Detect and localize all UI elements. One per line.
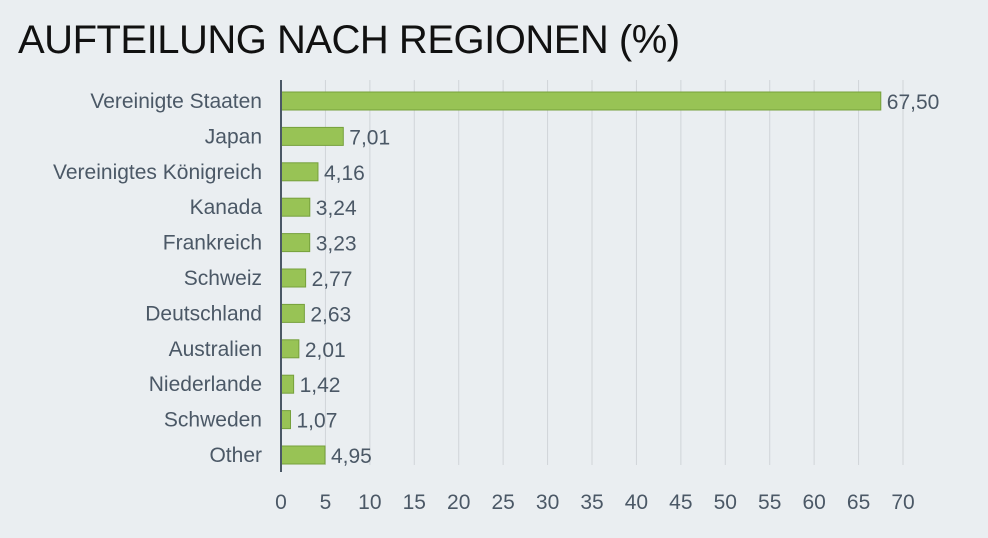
data-label: 2,01 bbox=[305, 339, 346, 362]
bar bbox=[280, 268, 307, 288]
x-tick-label: 50 bbox=[714, 491, 737, 514]
bar bbox=[280, 126, 344, 146]
bar bbox=[280, 410, 292, 430]
category-label: Schweden bbox=[164, 409, 262, 432]
category-label: Vereinigtes Königreich bbox=[53, 161, 262, 184]
bar bbox=[280, 162, 319, 182]
x-tick-label: 35 bbox=[580, 491, 603, 514]
bar bbox=[280, 233, 311, 253]
x-tick-label: 55 bbox=[758, 491, 781, 514]
x-tick-label: 10 bbox=[358, 491, 381, 514]
x-tick-label: 5 bbox=[320, 491, 332, 514]
data-label: 2,63 bbox=[310, 303, 351, 326]
bar bbox=[280, 445, 326, 465]
x-tick-label: 65 bbox=[847, 491, 870, 514]
category-label: Deutschland bbox=[145, 302, 262, 325]
x-tick-label: 30 bbox=[536, 491, 559, 514]
category-label: Australien bbox=[169, 338, 262, 361]
data-label: 3,23 bbox=[316, 233, 357, 256]
x-tick-label: 20 bbox=[447, 491, 470, 514]
x-tick-label: 45 bbox=[669, 491, 692, 514]
category-label: Vereinigte Staaten bbox=[90, 90, 262, 113]
bar bbox=[280, 339, 300, 359]
x-tick-label: 60 bbox=[802, 491, 825, 514]
data-label: 4,16 bbox=[324, 162, 365, 185]
x-tick-label: 25 bbox=[491, 491, 514, 514]
bar bbox=[280, 197, 311, 217]
data-label: 67,50 bbox=[887, 91, 940, 114]
bar bbox=[280, 374, 295, 394]
x-tick-label: 15 bbox=[403, 491, 426, 514]
bar bbox=[280, 303, 305, 323]
x-tick-label: 70 bbox=[891, 491, 914, 514]
category-label: Schweiz bbox=[184, 267, 262, 290]
category-label: Other bbox=[209, 444, 262, 467]
bar bbox=[280, 91, 882, 111]
data-label: 1,07 bbox=[297, 410, 338, 433]
x-tick-label: 0 bbox=[275, 491, 287, 514]
category-label: Niederlande bbox=[149, 373, 262, 396]
data-label: 2,77 bbox=[312, 268, 353, 291]
data-label: 7,01 bbox=[349, 126, 390, 149]
category-label: Frankreich bbox=[163, 232, 262, 255]
data-label: 3,24 bbox=[316, 197, 357, 220]
data-label: 4,95 bbox=[331, 445, 372, 468]
x-tick-label: 40 bbox=[625, 491, 648, 514]
data-label: 1,42 bbox=[300, 374, 341, 397]
category-label: Kanada bbox=[190, 196, 263, 219]
category-label: Japan bbox=[205, 125, 262, 148]
chart-title: AUFTEILUNG NACH REGIONEN (%) bbox=[18, 18, 680, 62]
